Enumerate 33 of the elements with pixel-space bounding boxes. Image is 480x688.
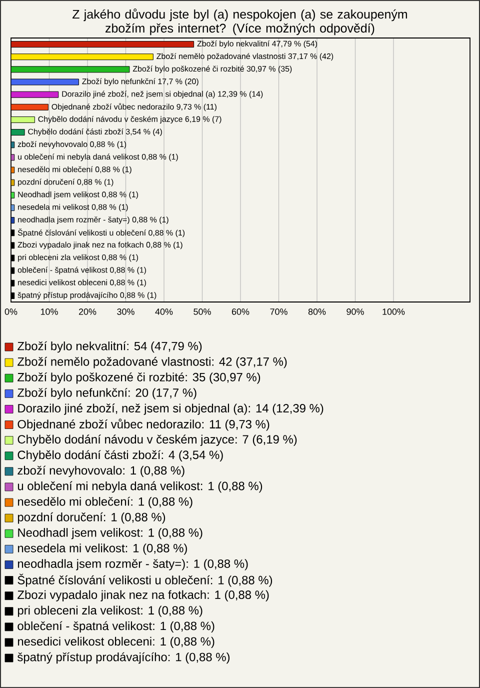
chart-title: Z jakého důvodu jste byl (a) nespokojen (a) se zakoupeným zbožím přes internet? (Více možných odpovědí) bbox=[72, 8, 407, 36]
legend-label: nesedělo mi oblečení: 1 (0,88 %) bbox=[18, 496, 192, 508]
legend-label: špatný přístup prodávajícího: 1 (0,88 %) bbox=[18, 652, 230, 664]
legend-label: Neodhadl jsem velikost: 1 (0,88 %) bbox=[18, 528, 202, 540]
x-tick-label: 70% bbox=[270, 308, 288, 315]
x-tick-label: 50% bbox=[194, 308, 211, 315]
x-tick-label: 40% bbox=[155, 308, 173, 315]
legend-label: Zboží bylo poškozené či rozbité: 35 (30,97 %) bbox=[18, 372, 260, 384]
legend-label: u oblečení mi nebyla daná velikost: 1 (0,88 %) bbox=[18, 481, 262, 493]
legend-label: pri obleceni zla velikost: 1 (0,88 %) bbox=[18, 606, 202, 617]
legend-label: oblečení - špatná velikost: 1 (0,88 %) bbox=[18, 621, 214, 633]
x-tick-label: 30% bbox=[117, 308, 134, 315]
x-tick-label: 60% bbox=[232, 308, 250, 315]
x-tick-label: 10% bbox=[40, 308, 58, 315]
legend-label: nesedela mi velikost: 1 (0,88 %) bbox=[18, 544, 187, 555]
legend-label: Chybělo dodání návodu v českém jazyce: 7 (6,19 %) bbox=[18, 434, 297, 446]
legend-label: Objednané zboží vůbec nedorazilo: 11 (9,73 %) bbox=[18, 418, 270, 431]
legend-label: Dorazilo jiné zboží, než jsem si objednal (a): 14 (12,39 %) bbox=[18, 404, 324, 415]
legend-label: Zboží bylo nekvalitní: 54 (47,79 %) bbox=[18, 341, 202, 353]
x-tick-label: 90% bbox=[346, 308, 364, 315]
x-tick-label: 0% bbox=[4, 308, 18, 315]
x-tick-label: 80% bbox=[308, 308, 326, 315]
legend-label: Zboží bylo nefunkční: 20 (17,7 %) bbox=[18, 388, 196, 400]
x-tick-label: 100% bbox=[382, 308, 405, 315]
legend-label: Zbozi vypadalo jinak nez na fotkach: 1 (0,88 %) bbox=[18, 590, 269, 602]
legend-label: neodhadla jsem rozměr - šaty=): 1 (0,88 %) bbox=[18, 559, 248, 570]
legend-label: Zboží nemělo požadované vlastnosti: 42 (37,17 %) bbox=[18, 356, 287, 368]
legend-label: nesedici velikost obleceni: 1 (0,88 %) bbox=[18, 636, 214, 648]
legend-label: zboží nevyhovovalo: 1 (0,88 %) bbox=[18, 466, 184, 478]
x-tick-label: 20% bbox=[78, 308, 96, 315]
legend-label: pozdní doručení: 1 (0,88 %) bbox=[18, 512, 166, 524]
legend-label: Chybělo dodání části zboží: 4 (3,54 %) bbox=[18, 450, 223, 462]
legend-label: Špatné číslování velikosti u oblečení: 1 (0,88 %) bbox=[18, 574, 272, 587]
